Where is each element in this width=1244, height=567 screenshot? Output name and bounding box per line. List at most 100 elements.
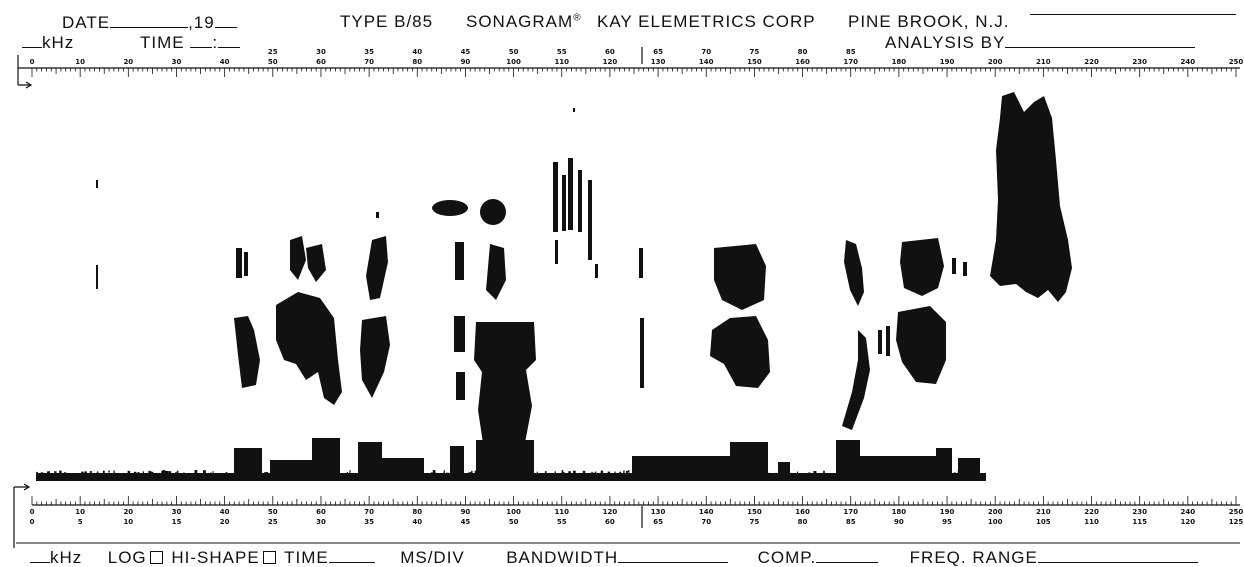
noise-speckle [212,473,215,477]
scale-label: 80 [412,508,423,516]
noise-speckle [297,473,300,479]
formant-cluster [276,236,342,405]
scale-label: 230 [1132,508,1147,516]
scale-label: 90 [460,58,471,66]
footer-msdiv-label: MS/DIV [400,548,465,567]
noise-speckle [953,472,956,477]
noise-speckle [600,472,603,475]
noise-speckle [848,472,851,476]
noise-speckle [148,470,150,473]
noise-speckle [214,473,216,479]
noise-speckle [255,472,259,474]
noise-speckle [198,473,201,478]
noise-speckle [103,470,105,475]
noise-speckle [763,472,766,477]
footer-line: kHz LOG HI-SHAPE TIME MS/DIV BANDWIDTH C… [30,548,1198,566]
noise-speckle [404,471,406,476]
noise-speckle [964,471,967,477]
noise-speckle [876,470,879,473]
khz-blank [22,33,42,48]
noise-speckle [315,474,317,477]
noise-speckle [194,470,198,475]
noise-speckle [594,471,597,476]
scale-label: 20 [123,58,134,66]
noise-speckle [632,470,636,475]
noise-speckle [871,470,873,474]
noise-speckle [412,473,415,478]
footer-comp-blank [816,548,879,563]
noise-speckle [935,471,938,475]
scale-label: 250 [1228,508,1244,516]
scale-label: 10 [75,508,86,516]
scale-label: 70 [364,508,374,516]
noise-speckle [264,472,267,476]
noise-speckle [853,472,856,475]
noise-speckle [226,473,229,478]
scale-label: 60 [316,58,326,66]
noise-speckle [623,470,625,474]
noise-speckle [493,470,495,475]
noise-speckle [310,472,313,476]
noise-speckle [545,473,548,476]
noise-speckle [292,473,295,478]
noise-speckle [841,470,843,475]
noise-speckle [154,473,158,476]
noise-speckle [767,472,771,476]
formant-cluster [360,236,390,398]
time-colon: : [212,33,219,52]
noise-speckle [659,470,662,473]
noise-speckle [544,473,547,478]
formant-cluster [639,244,770,388]
noise-speckle [775,472,777,477]
noise-speckle [945,472,947,476]
scale-label: 190 [939,508,955,516]
noise-speckle [619,471,622,477]
noise-speckle [957,471,959,474]
noise-speckle [142,471,144,475]
noise-speckle [639,472,642,477]
noise-speckle [507,472,511,478]
formant-cluster [234,248,260,388]
noise-speckle [162,470,166,475]
time-hour-blank [190,33,213,48]
scale-label: 85 [845,518,856,526]
noise-speckle [813,471,817,474]
scale-label: 45 [460,518,471,526]
scale-label: 20 [123,508,134,516]
noise-speckle [796,471,799,475]
noise-speckle [150,471,154,475]
noise-speckle [781,471,784,476]
noise-speckle [723,471,725,475]
log-checkbox[interactable] [149,551,163,564]
scale-label: 50 [267,508,278,516]
scale-label: 65 [653,518,663,526]
speckle-mark [96,180,98,188]
noise-speckle [699,473,702,477]
hishape-checkbox[interactable] [262,551,276,564]
scale-label: 30 [316,48,326,56]
noise-speckle [879,471,881,475]
scale-label: 105 [1036,518,1051,526]
scale-label: 10 [123,518,134,526]
noise-speckle [394,473,397,479]
noise-speckle [474,470,477,474]
noise-speckle [670,470,672,474]
scale-label: 50 [267,58,278,66]
noise-speckle [666,470,669,474]
noise-speckle [680,472,684,476]
scale-label: 30 [171,508,182,516]
noise-speckle [396,470,399,474]
location-label: PINE BROOK, N.J. [848,12,1010,31]
noise-speckle [137,472,140,475]
scale-label: 180 [891,508,907,516]
noise-speckle [500,472,503,475]
scale-label: 25 [267,48,278,56]
scale-label: 230 [1132,58,1147,66]
noise-speckle [659,473,661,476]
top-scale [17,47,1240,89]
analysis-label: ANALYSIS BY [885,33,1006,52]
noise-speckle [349,470,351,475]
noise-speckle [808,472,811,475]
noise-speckle [832,473,835,478]
noise-speckle [786,470,789,473]
